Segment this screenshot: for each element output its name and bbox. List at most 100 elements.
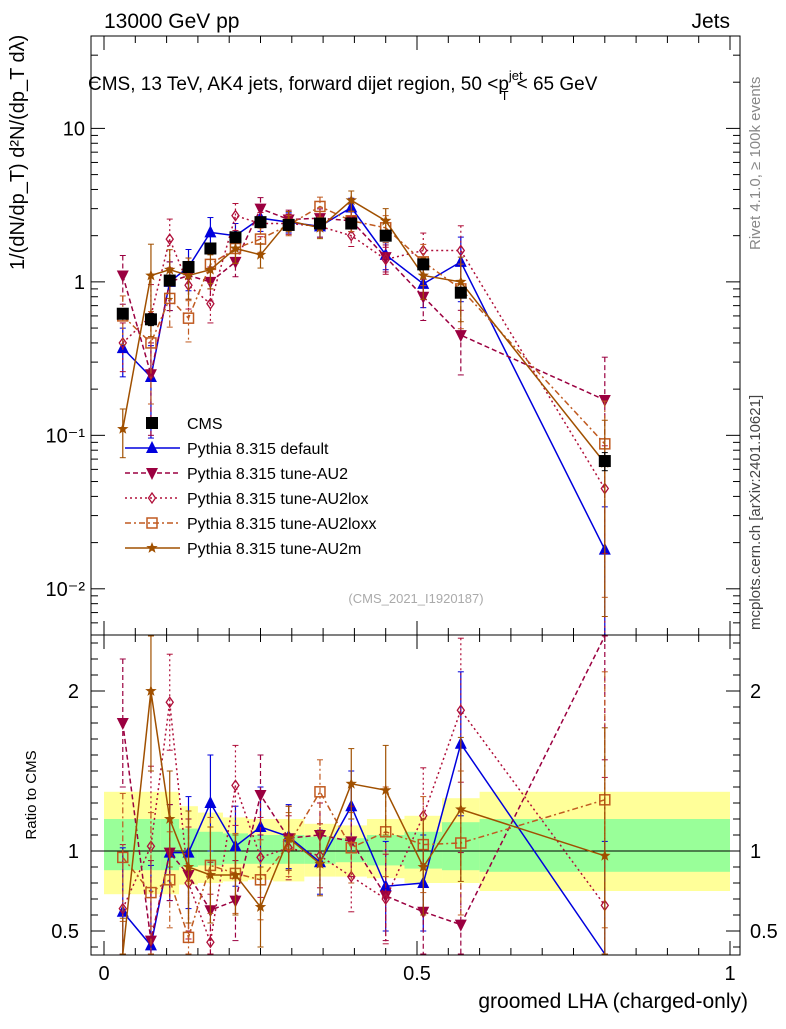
main-point-au2lox — [165, 232, 175, 246]
main-point-au2 — [454, 330, 467, 343]
main-point-au2m — [117, 423, 129, 434]
main-line-au2loxx — [122, 205, 606, 445]
ratio-y-tick-label-left: 2 — [68, 681, 79, 703]
legend-label-au2lox: Pythia 8.315 tune-AU2lox — [187, 491, 368, 508]
ratio-point-default — [204, 796, 217, 808]
legend: CMS Pythia 8.315 default Pythia 8.315 tune… — [125, 416, 376, 558]
ratio-point-default — [254, 820, 267, 832]
rivet-version-label: Rivet 4.1.0, ≥ 100k events — [747, 77, 764, 250]
x-axis-label: groomed LHA (charged-only) — [478, 990, 748, 1013]
main-point-cms — [116, 307, 129, 320]
main-point-au2lox — [418, 244, 428, 257]
main-point-au2lox — [381, 253, 390, 266]
main-point-au2lox — [118, 336, 128, 350]
main-point-au2 — [254, 203, 267, 216]
main-point-cms — [345, 217, 358, 230]
ratio-y-tick-label-right: 1 — [750, 841, 761, 863]
ratio-point-au2m — [380, 784, 392, 796]
ratio-point-au2lox — [165, 696, 175, 709]
legend-label-au2m: Pythia 8.315 tune-AU2m — [187, 541, 361, 558]
ratio-frame — [90, 634, 741, 956]
ratio-point-au2m — [145, 685, 157, 696]
main-point-cms — [144, 313, 157, 326]
main-point-cms — [454, 286, 467, 299]
ratio-series-au2m — [119, 635, 611, 955]
legend-label-default: Pythia 8.315 default — [187, 441, 329, 458]
ratio-point-au2m — [182, 861, 195, 872]
main-point-au2m — [164, 263, 176, 275]
main-point-au2loxx — [314, 200, 326, 213]
ratio-point-au2m — [314, 857, 326, 869]
main-point-au2 — [116, 270, 129, 283]
main-point-cms — [163, 274, 176, 287]
x-tick-label: 1 — [724, 963, 735, 985]
legend-marker-au2lox — [147, 491, 157, 505]
main-point-au2lox — [231, 209, 240, 222]
legend-marker-default — [146, 441, 158, 453]
main-point-cms — [204, 242, 217, 255]
ratio-point-au2 — [454, 919, 467, 932]
legend-label-cms: CMS — [187, 416, 223, 433]
main-point-au2m — [455, 275, 467, 287]
main-y-axis-label-text: 1/(dN/dp_T) d²N/(dp_T dλ) — [7, 35, 29, 270]
ratio-point-au2lox — [381, 892, 390, 906]
ratio-point-au2 — [254, 790, 267, 802]
ratio-point-au2m — [455, 803, 467, 815]
ratio-panel: 2 2 1 1 0.5 0.5 0 0.5 1 — [51, 634, 778, 985]
main-y-axis-label: 1/(dN/dp_T) d²N/(dp_T dλ) — [7, 35, 29, 270]
ratio-point-au2m — [417, 861, 429, 872]
ratio-point-au2loxx — [182, 931, 195, 944]
legend-marker-cms — [146, 417, 158, 429]
main-point-cms — [182, 260, 195, 273]
main-point-cms — [379, 229, 392, 242]
ratio-point-au2m — [345, 777, 357, 789]
main-point-au2m — [380, 214, 392, 226]
main-point-cms — [229, 231, 242, 244]
main-line-au2lox — [122, 214, 606, 489]
main-point-cms — [254, 216, 267, 229]
main-series-au2loxx — [117, 196, 611, 598]
x-tick-label: 0.5 — [403, 963, 431, 985]
ratio-point-au2loxx — [345, 842, 358, 854]
main-point-au2m — [345, 194, 357, 206]
legend-marker-au2 — [146, 468, 158, 480]
ratio-point-au2m — [254, 901, 267, 912]
main-point-au2m — [229, 242, 242, 254]
ratio-y-tick-label-right: 0.5 — [750, 921, 778, 943]
ratio-point-au2lox — [346, 870, 356, 883]
main-point-au2m — [145, 269, 157, 281]
main-y-tick-label: 10⁻² — [46, 579, 86, 601]
main-point-au2lox — [206, 297, 215, 310]
ratio-point-au2loxx — [117, 851, 129, 864]
ratio-line-au2m — [122, 690, 606, 955]
ratio-line-au2lox — [122, 702, 606, 946]
legend-marker-au2m — [146, 542, 158, 553]
main-point-au2m — [254, 248, 267, 260]
main-point-au2lox — [456, 244, 466, 257]
mcplots-credit-label: mcplots.cern.ch [arXiv:2401.10621] — [747, 395, 764, 630]
main-point-au2loxx — [182, 312, 195, 324]
legend-label-au2loxx: Pythia 8.315 tune-AU2loxx — [187, 516, 376, 533]
ratio-point-au2m — [283, 832, 295, 844]
main-series-au2m — [117, 190, 611, 617]
ratio-y-tick-label-left: 1 — [68, 841, 79, 863]
ratio-y-tick-label-right: 2 — [750, 681, 761, 703]
ratio-point-au2loxx — [163, 874, 176, 886]
ratio-point-au2lox — [231, 779, 240, 792]
ratio-point-au2lox — [118, 902, 128, 915]
main-point-default — [204, 225, 217, 238]
ratio-y-tick-label-left: 0.5 — [51, 921, 79, 943]
header-right-label: Jets — [691, 10, 730, 33]
main-point-cms — [417, 258, 430, 271]
ratio-point-au2m — [204, 869, 217, 880]
chart-title: CMS, 13 TeV, AK4 jets, forward dijet reg… — [88, 68, 598, 103]
ratio-line-au2 — [122, 635, 606, 941]
main-point-au2m — [182, 269, 195, 281]
main-point-au2m — [204, 263, 217, 275]
ratio-point-au2m — [164, 813, 176, 824]
main-y-tick-label: 1 — [74, 272, 85, 294]
ratio-point-au2m — [229, 869, 242, 880]
main-point-cms — [313, 217, 326, 230]
